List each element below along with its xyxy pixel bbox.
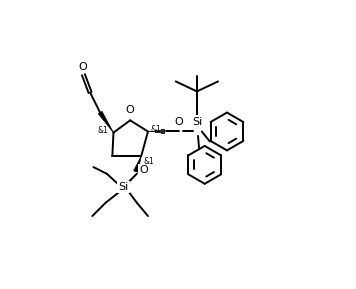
Text: Si: Si: [192, 116, 202, 127]
Text: Si: Si: [118, 182, 129, 192]
Text: O: O: [175, 116, 183, 127]
Text: O: O: [139, 165, 148, 175]
Polygon shape: [98, 111, 114, 133]
Text: &1: &1: [151, 125, 161, 134]
Text: &1: &1: [143, 157, 154, 166]
Text: O: O: [126, 105, 135, 116]
Polygon shape: [134, 156, 141, 172]
Text: &1: &1: [97, 126, 108, 135]
Text: O: O: [78, 62, 87, 72]
